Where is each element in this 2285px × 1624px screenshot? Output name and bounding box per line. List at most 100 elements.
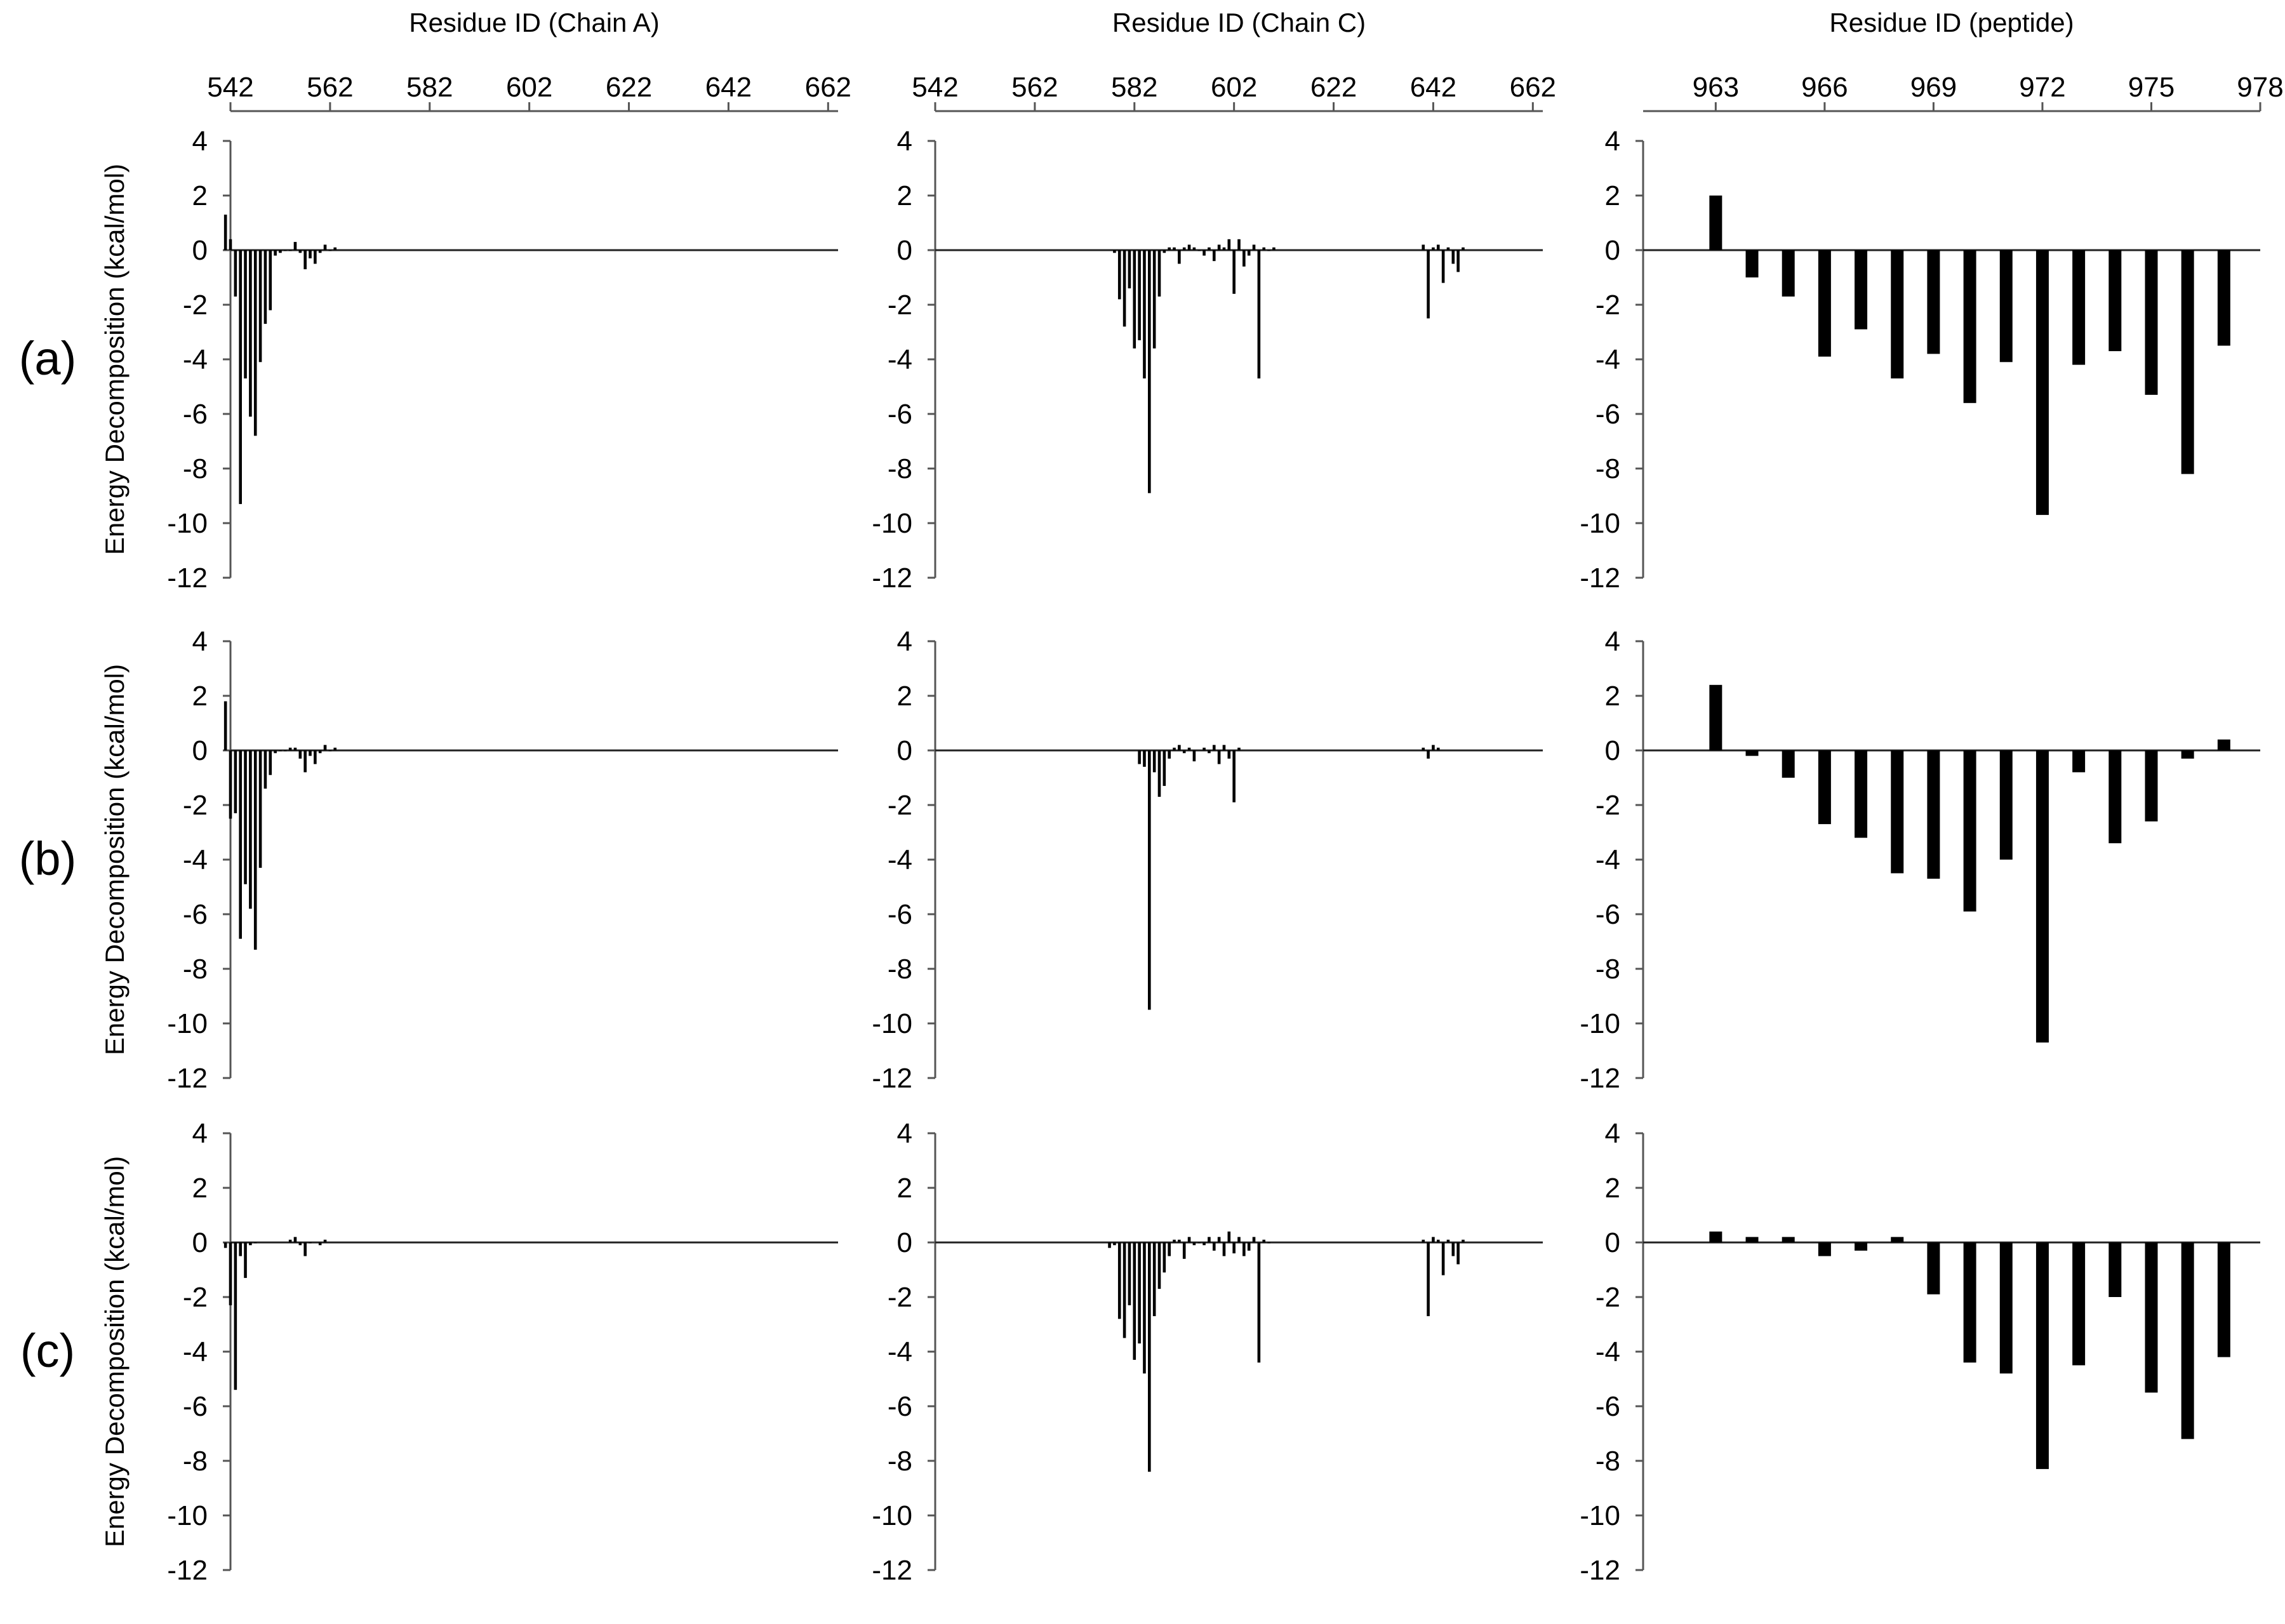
- bar: [2145, 750, 2158, 822]
- x-tick-label: 562: [1011, 72, 1058, 103]
- y-tick-label: 4: [897, 1118, 912, 1149]
- bar: [1108, 1242, 1111, 1248]
- y-tick-label: -8: [183, 453, 208, 484]
- y-tick-label: -8: [1596, 453, 1620, 484]
- bar: [1208, 750, 1211, 754]
- bar: [1451, 250, 1455, 264]
- bar: [1999, 1242, 2013, 1374]
- bar: [1197, 1242, 1201, 1244]
- y-tick-label: -6: [183, 399, 208, 430]
- y-tick-label: 2: [192, 1173, 208, 1204]
- bar: [244, 1242, 247, 1278]
- bar: [283, 750, 287, 752]
- bar: [1242, 250, 1246, 267]
- bar: [314, 250, 317, 264]
- y-tick-label: -12: [1580, 1063, 1620, 1094]
- bar: [1208, 247, 1211, 250]
- y-tick-label: -12: [1580, 1555, 1620, 1586]
- bar: [328, 750, 332, 752]
- bar: [263, 250, 267, 324]
- bar: [2035, 250, 2049, 516]
- x-tick-label: 642: [1410, 72, 1456, 103]
- y-tick-label: -10: [1580, 1008, 1620, 1039]
- bar: [1441, 250, 1445, 283]
- y-tick-label: -4: [1596, 1336, 1620, 1368]
- bar: [1117, 250, 1121, 300]
- panel-b-col-1: 4 2 0 -2 -4 -6 -8 -10 -12 Energy Decomposition (k…: [100, 626, 838, 1094]
- y-tick-label: 4: [1605, 626, 1620, 657]
- bar: [2181, 750, 2194, 759]
- bar: [2072, 1242, 2086, 1366]
- y-tick-label: -4: [888, 844, 912, 875]
- bar: [288, 1239, 292, 1242]
- bar: [314, 750, 317, 764]
- y-tick-label: 2: [897, 681, 912, 712]
- bar: [2145, 250, 2158, 395]
- bar: [1237, 239, 1241, 250]
- bar: [253, 250, 257, 436]
- y-tick-label: -6: [888, 899, 912, 930]
- bar: [1963, 750, 1976, 912]
- x-tick-label: 542: [207, 72, 253, 103]
- panel-c-col-2: 4 2 0 -2 -4 -6 -8 -10 -12: [872, 1118, 1543, 1586]
- y-tick-label: -4: [183, 844, 208, 875]
- bar: [333, 247, 337, 250]
- bar: [1232, 750, 1236, 802]
- bar: [309, 750, 312, 756]
- bar: [318, 250, 322, 253]
- panel-a-col-3: 4 2 0 -2 -4 -6 -8 -10 -12: [1580, 126, 2260, 594]
- bar: [1178, 745, 1181, 750]
- bar: [1123, 250, 1126, 327]
- bar: [2108, 250, 2122, 352]
- y-tick-label: -2: [183, 790, 208, 821]
- bar: [1855, 750, 1868, 838]
- bar: [1173, 247, 1176, 250]
- y-tick-label: -8: [1596, 1446, 1620, 1477]
- bar: [1117, 1242, 1121, 1319]
- row-label-2: (b): [19, 832, 76, 885]
- x-tick-label: 582: [406, 72, 453, 103]
- top-x-axes: Residue ID (Chain A) 542 562 582 602 622 642 66…: [207, 8, 2284, 112]
- bar: [1222, 745, 1226, 750]
- bar: [1168, 247, 1171, 250]
- y-tick-label: -10: [167, 1500, 208, 1531]
- bar: [1891, 750, 1904, 874]
- bar: [2035, 750, 2049, 1043]
- y-tick-label: -6: [1596, 899, 1620, 930]
- bar: [239, 250, 242, 504]
- bar: [1152, 1242, 1156, 1317]
- bar: [293, 242, 297, 250]
- bar: [1422, 244, 1425, 250]
- bar: [1217, 1237, 1221, 1242]
- bar: [1202, 747, 1206, 750]
- bar: [1182, 1242, 1186, 1259]
- bar: [1227, 239, 1231, 250]
- bar: [279, 750, 282, 752]
- bar: [223, 215, 227, 250]
- y-tick-label: -2: [183, 1282, 208, 1313]
- bar: [249, 750, 252, 909]
- bar: [1257, 250, 1261, 379]
- bar: [1427, 750, 1430, 759]
- y-tick-label: 0: [1605, 1227, 1620, 1258]
- bar: [1432, 745, 1435, 750]
- bar: [1152, 250, 1156, 349]
- bar: [1818, 250, 1831, 357]
- bar: [1162, 1242, 1166, 1273]
- bar: [1178, 250, 1181, 264]
- bar: [1247, 250, 1251, 256]
- y-tick-label: -6: [183, 1391, 208, 1422]
- y-tick-label: -12: [167, 1555, 208, 1586]
- y-tick-label: -12: [167, 562, 208, 594]
- y-tick-label: 0: [1605, 235, 1620, 266]
- y-tick-label: -8: [183, 954, 208, 985]
- panel-b-col-2: 4 2 0 -2 -4 -6 -8 -10 -12: [872, 626, 1543, 1094]
- bar: [1427, 250, 1430, 319]
- y-tick-label: -6: [1596, 399, 1620, 430]
- bar: [239, 1242, 242, 1256]
- y-tick-label: 2: [192, 681, 208, 712]
- row-label-3: (c): [20, 1324, 75, 1377]
- y-tick-label: -6: [1596, 1391, 1620, 1422]
- bar: [1436, 1239, 1440, 1242]
- bar: [2217, 250, 2230, 346]
